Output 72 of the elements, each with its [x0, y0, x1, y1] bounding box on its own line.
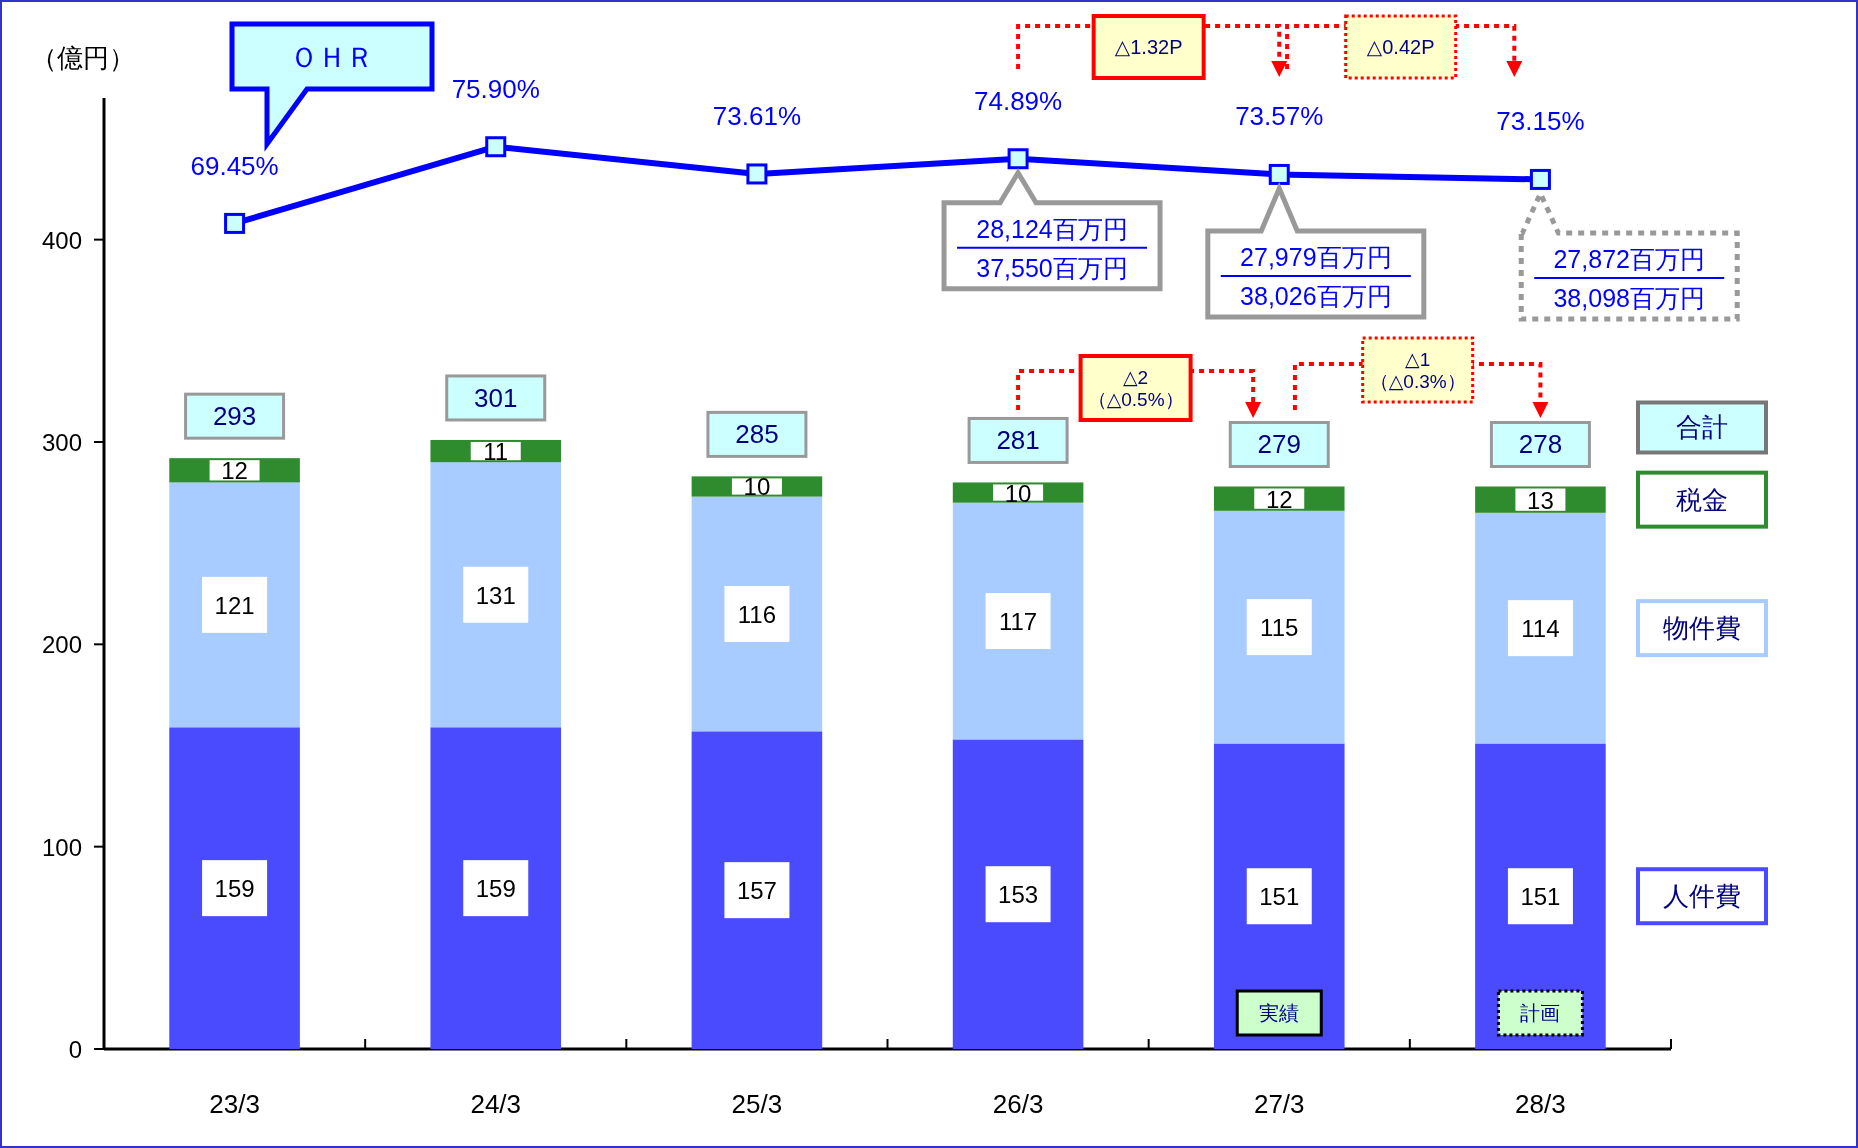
x-tick-label: 25/3 [731, 1089, 783, 1119]
bar [169, 482, 300, 728]
data-label: 10 [743, 472, 771, 500]
bar [169, 727, 300, 1049]
data-label: 73.61% [712, 100, 802, 131]
total-label: 281 [996, 425, 1040, 456]
data-label: 151 [1259, 882, 1300, 910]
annotation: △2 （△0.5%） [1087, 366, 1184, 410]
point [1529, 168, 1551, 190]
data-label: 157 [736, 876, 777, 904]
data-label: 153 [998, 880, 1039, 908]
bar [430, 727, 562, 1049]
y-tick-label: 0 [68, 1035, 82, 1063]
data-label: 117 [998, 607, 1038, 635]
y-axis-title: （億円） [31, 43, 135, 73]
x-tick-label: 26/3 [992, 1089, 1044, 1119]
total-label: 301 [474, 382, 518, 413]
total-label: 278 [1518, 429, 1563, 460]
point [224, 212, 246, 234]
y-tick-label: 300 [41, 428, 82, 456]
text: 物件費 [1663, 613, 1741, 644]
annotation: △1 （△0.3%） [1369, 348, 1466, 392]
text: 人件費 [1663, 881, 1741, 912]
data-label: 114 [1521, 614, 1560, 642]
data-label: 131 [475, 581, 516, 609]
y-tick-label: 200 [41, 630, 82, 658]
text: 税金 [1676, 484, 1728, 515]
data-label: 13 [1527, 486, 1554, 514]
data-label: 159 [214, 874, 255, 902]
data-label: 159 [475, 874, 516, 902]
data-label: 121 [214, 591, 255, 619]
bar [1475, 512, 1606, 744]
x-tick-label: 27/3 [1253, 1089, 1305, 1119]
bar [691, 496, 823, 732]
total-label: 293 [212, 401, 257, 432]
total-label: 279 [1257, 429, 1301, 460]
point [485, 136, 507, 158]
text: △0.42P [1366, 36, 1435, 58]
data-label: 10 [1004, 479, 1032, 507]
data-label: 115 [1260, 613, 1299, 641]
x-tick-label: 28/3 [1515, 1089, 1566, 1119]
point [746, 163, 768, 185]
data-label: 12 [1265, 485, 1293, 513]
data-label: 151 [1520, 882, 1561, 910]
y-tick-label: 400 [41, 226, 82, 254]
data-label: 75.90% [451, 73, 540, 104]
text: △1.32P [1114, 36, 1183, 58]
bar [430, 462, 562, 728]
point [1268, 163, 1290, 185]
annotation: 実績 [1259, 1002, 1300, 1024]
data-label: 116 [737, 600, 777, 628]
bar [691, 731, 823, 1049]
data-label: 74.89% [973, 85, 1063, 116]
point [1007, 148, 1029, 170]
y-tick-label: 100 [41, 833, 82, 861]
text: ＯＨＲ [290, 41, 374, 73]
annotation: 27,872百万円 38,098百万円 [1553, 245, 1705, 313]
bar [1213, 510, 1345, 744]
data-label: 12 [221, 456, 248, 484]
bar [952, 502, 1084, 740]
x-tick-label: 23/3 [209, 1089, 260, 1119]
data-label: 69.45% [190, 151, 279, 182]
x-tick-label: 24/3 [470, 1089, 522, 1119]
annotation: 計画 [1520, 1002, 1561, 1024]
annotation: 28,124百万円 37,550百万円 [976, 214, 1128, 282]
total-label: 285 [735, 419, 779, 450]
bar [952, 739, 1084, 1049]
data-label: 11 [483, 437, 509, 465]
annotation: 27,979百万円 38,026百万円 [1240, 243, 1392, 311]
data-label: 73.15% [1496, 106, 1585, 137]
text: 合計 [1676, 412, 1728, 443]
data-label: 73.57% [1235, 101, 1324, 132]
